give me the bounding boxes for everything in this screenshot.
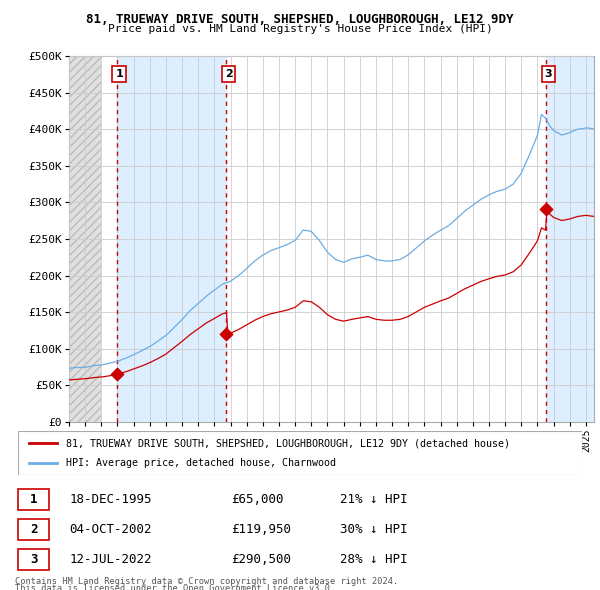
Text: £290,500: £290,500: [231, 553, 291, 566]
Text: Contains HM Land Registry data © Crown copyright and database right 2024.: Contains HM Land Registry data © Crown c…: [15, 577, 398, 586]
Text: HPI: Average price, detached house, Charnwood: HPI: Average price, detached house, Char…: [66, 458, 336, 467]
Text: 2: 2: [30, 523, 37, 536]
Text: 81, TRUEWAY DRIVE SOUTH, SHEPSHED, LOUGHBOROUGH, LE12 9DY: 81, TRUEWAY DRIVE SOUTH, SHEPSHED, LOUGH…: [86, 13, 514, 26]
Text: 3: 3: [30, 553, 37, 566]
Text: £65,000: £65,000: [231, 493, 283, 506]
Text: 81, TRUEWAY DRIVE SOUTH, SHEPSHED, LOUGHBOROUGH, LE12 9DY (detached house): 81, TRUEWAY DRIVE SOUTH, SHEPSHED, LOUGH…: [66, 438, 510, 448]
FancyBboxPatch shape: [18, 549, 49, 571]
Text: 3: 3: [544, 69, 552, 79]
Text: Price paid vs. HM Land Registry's House Price Index (HPI): Price paid vs. HM Land Registry's House …: [107, 24, 493, 34]
FancyBboxPatch shape: [18, 519, 49, 540]
Text: £119,950: £119,950: [231, 523, 291, 536]
Text: 1: 1: [30, 493, 37, 506]
Text: 12-JUL-2022: 12-JUL-2022: [70, 553, 152, 566]
FancyBboxPatch shape: [18, 489, 49, 510]
Point: [112, 369, 122, 379]
Text: 1: 1: [115, 69, 123, 79]
Text: 21% ↓ HPI: 21% ↓ HPI: [340, 493, 408, 506]
Point: [221, 329, 231, 339]
Text: This data is licensed under the Open Government Licence v3.0.: This data is licensed under the Open Gov…: [15, 584, 335, 590]
Text: 28% ↓ HPI: 28% ↓ HPI: [340, 553, 408, 566]
Point: [541, 205, 551, 214]
Text: 30% ↓ HPI: 30% ↓ HPI: [340, 523, 408, 536]
Text: 04-OCT-2002: 04-OCT-2002: [70, 523, 152, 536]
Text: 18-DEC-1995: 18-DEC-1995: [70, 493, 152, 506]
Text: 2: 2: [225, 69, 233, 79]
